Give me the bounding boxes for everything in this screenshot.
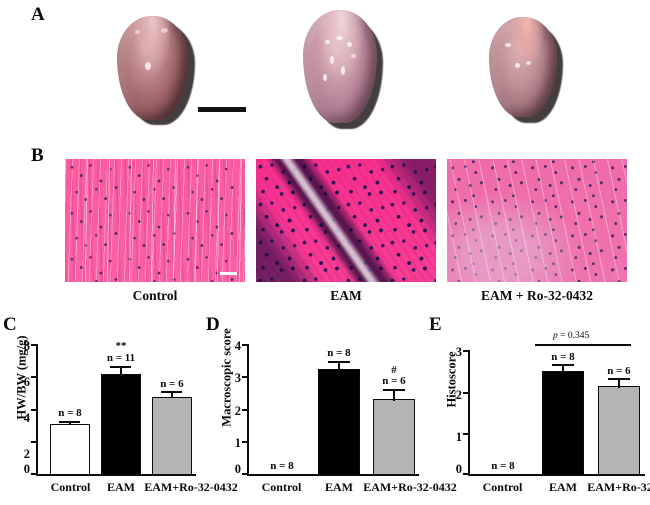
panel-c-x-axis [36, 474, 196, 476]
p-italic: p [553, 331, 558, 341]
panel-e-x-axis [468, 474, 645, 476]
panel-c-error-cap-control [59, 421, 80, 423]
histology-eam-ro [447, 159, 627, 282]
panel-e-letter: E [429, 314, 442, 335]
panel-e-xlabel-eam: EAM [549, 480, 577, 494]
panel-d-error-eam [338, 362, 340, 371]
panel-d-error-eam-ro [393, 390, 395, 401]
panel-d-bar-eam [318, 369, 360, 475]
panel-d-tick-2 [242, 409, 247, 411]
panel-d-tick-3 [242, 376, 247, 378]
panel-d-xlabel-eam-ro: EAM+Ro-32-0432 [363, 480, 457, 494]
histology-label-eam: EAM [330, 288, 362, 303]
scale-bar-panel-a [198, 107, 246, 112]
panel-e-error-eam-ro [618, 379, 620, 388]
panel-c-n-control: n = 8 [58, 407, 82, 419]
histology-label-eam-ro: EAM + Ro-32-0432 [481, 288, 593, 303]
panel-c-xlabel-eam-ro: EAM+Ro-32-0432 [144, 480, 238, 494]
panel-e-p-bracket [535, 344, 631, 346]
panel-c-tick-0 [31, 473, 36, 475]
histology-control [65, 159, 245, 282]
panel-d-chart: D Macroscopic score 4 3 2 1 0 n = 8 n = … [203, 310, 457, 505]
panel-e-chart: E Histoscore 3 2 1 0 p = 0.345 n = 8 n =… [425, 310, 650, 505]
panel-c-ytick-6: 6 [23, 375, 30, 389]
panel-d-n-eam-ro: n = 6 [382, 375, 406, 387]
panel-d-tick-1 [242, 441, 247, 443]
panel-c-error-cap-eam [110, 366, 131, 368]
panel-d-ytick-2: 2 [234, 404, 241, 418]
panel-d-letter: D [206, 314, 220, 335]
panel-e-tick-3 [463, 350, 468, 352]
panel-e-n-control: n = 8 [491, 460, 515, 472]
panel-c-error-eam-ro [171, 392, 173, 398]
panel-c-bar-control [50, 424, 90, 475]
panel-c-n-eam-ro: n = 6 [160, 378, 184, 390]
panel-e-ytick-2: 2 [455, 388, 462, 402]
panel-e-tick-0 [463, 473, 468, 475]
panel-c-bar-eam-ro [152, 397, 192, 475]
panel-c-ytick-8: 8 [23, 339, 30, 353]
panel-d-n-eam: n = 8 [327, 347, 351, 359]
panel-e-tick-2 [463, 392, 468, 394]
histology-label-control: Control [132, 288, 178, 303]
panel-c-n-eam: n = 11 [106, 352, 136, 364]
panel-c-error-eam [120, 367, 122, 377]
panel-e-bar-eam [542, 371, 584, 475]
panel-e-ytick-3: 3 [455, 345, 462, 359]
panel-a-letter: A [31, 4, 45, 25]
panel-e-error-eam [562, 365, 564, 373]
panel-d-ytick-3: 3 [234, 371, 241, 385]
panel-c-xlabel-control: Control [50, 480, 91, 494]
panel-e-n-eam-ro: n = 6 [607, 365, 631, 377]
panel-c-bar-eam [101, 374, 141, 475]
panel-c-tick-6 [31, 376, 36, 378]
histology-eam [256, 159, 436, 282]
panel-d-tick-4 [242, 344, 247, 346]
panel-e-ytick-0: 0 [455, 462, 462, 476]
panel-e-error-cap-eam-ro [608, 378, 630, 380]
panel-c-error-cap-eam-ro [161, 391, 182, 393]
panel-e-bar-eam-ro [598, 386, 640, 475]
panel-d-y-axis [247, 344, 249, 476]
panel-c-ytick-0: 0 [23, 462, 30, 476]
panel-d-bar-eam-ro [373, 399, 415, 475]
panel-c-tick-2 [31, 441, 36, 443]
panel-c-tick-8 [31, 344, 36, 346]
panel-d-xlabel-eam: EAM [325, 480, 353, 494]
panel-d-x-axis [247, 474, 419, 476]
panel-c-ytick-4: 4 [23, 411, 30, 425]
panel-c-xlabel-eam: EAM [107, 480, 135, 494]
panel-b: B Control EAM EAM + Ro-32-0432 [0, 143, 650, 310]
panel-d-error-cap-eam-ro [383, 389, 405, 391]
panel-e-xlabel-eam-ro: EAM+Ro-32-0432 [587, 480, 650, 494]
panel-c-error-control [69, 421, 71, 425]
panel-d-ytick-0: 0 [234, 462, 241, 476]
panel-d-n-control: n = 8 [270, 460, 294, 472]
panel-c-letter: C [3, 314, 17, 335]
panel-c-chart: C HW/BW (mg/g) 8 6 4 2 0 n = 8 n = 11 **… [0, 310, 238, 505]
panel-e-y-axis [468, 350, 470, 476]
panel-e-p-value: p = 0.345 [553, 331, 589, 341]
panel-c-significance-eam: ** [115, 340, 127, 352]
panel-d-error-cap-eam [328, 361, 350, 363]
p-value-number: = 0.345 [557, 331, 590, 341]
panel-e-y-axis-label: Histoscore [444, 351, 459, 408]
panel-e-n-eam: n = 8 [551, 351, 575, 363]
panel-d-tick-0 [242, 473, 247, 475]
panel-d-significance-eam-ro: # [391, 364, 397, 376]
panel-d-ytick-1: 1 [234, 436, 241, 450]
panel-c-y-axis [36, 344, 38, 476]
panel-e-error-cap-eam [552, 364, 574, 366]
scale-bar-panel-b [220, 272, 237, 275]
panel-c-tick-4 [31, 409, 36, 411]
panel-d-ytick-4: 4 [234, 339, 241, 353]
panel-d-xlabel-control: Control [261, 480, 302, 494]
panel-e-ytick-1: 1 [455, 430, 462, 444]
panel-e-tick-1 [463, 433, 468, 435]
panel-b-letter: B [31, 145, 44, 166]
panel-a: A [0, 0, 650, 143]
panel-e-xlabel-control: Control [482, 480, 523, 494]
panel-c-ytick-2: 2 [23, 447, 30, 461]
